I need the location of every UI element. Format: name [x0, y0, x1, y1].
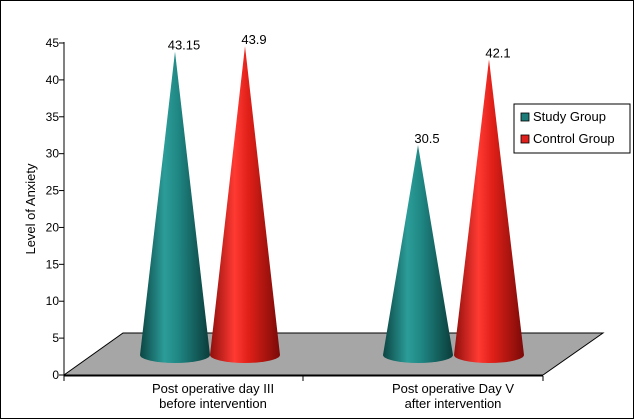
data-labels: 43.15 30.5 43.9 42.1: [168, 32, 511, 146]
y-tick-label: 20: [46, 220, 60, 234]
category-label: before intervention: [159, 396, 267, 411]
data-label: 42.1: [485, 45, 510, 60]
legend-label-study-group: Study Group: [533, 109, 606, 124]
legend-label-control-group: Control Group: [533, 131, 615, 146]
y-tick-label: 25: [46, 184, 60, 198]
data-label: 30.5: [414, 131, 439, 146]
y-tick-label: 35: [46, 110, 60, 124]
y-axis-title: Level of Anxiety: [23, 163, 38, 255]
y-axis-ticks: 0 5 10 15 20 25 30 35 40 45: [46, 36, 64, 382]
y-tick-label: 10: [46, 294, 60, 308]
legend: Study Group Control Group: [513, 103, 631, 154]
y-tick-label: 40: [46, 73, 60, 87]
data-label: 43.15: [168, 38, 201, 53]
cone-study-group: [140, 51, 210, 363]
cone-control-group: [454, 59, 524, 363]
legend-swatch-study-group: [520, 112, 530, 122]
cone-study-group: [383, 144, 453, 363]
cone-control-group: [210, 46, 280, 364]
data-label: 43.9: [241, 32, 266, 47]
y-tick-label: 5: [52, 331, 59, 345]
y-tick-label: 30: [46, 147, 60, 161]
legend-box: [513, 103, 631, 154]
category-label: Post operative day III: [152, 381, 274, 396]
y-tick-label: 45: [46, 36, 60, 50]
y-tick-label: 15: [46, 257, 60, 271]
category-label: after intervention: [405, 396, 502, 411]
x-axis-ticks: [63, 376, 544, 381]
legend-swatch-control-group: [520, 134, 530, 144]
y-tick-label: 0: [52, 368, 59, 382]
series-cones: [140, 46, 524, 364]
category-label: Post operative Day V: [392, 381, 514, 396]
